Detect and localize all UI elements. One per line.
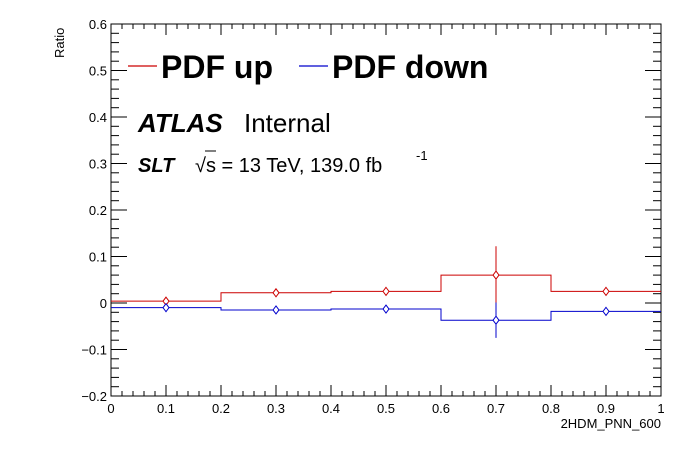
- x-tick-label: 0.1: [157, 401, 175, 416]
- series-0: [111, 246, 661, 306]
- x-tick-label: 0: [107, 401, 114, 416]
- y-axis-title: Ratio: [52, 28, 67, 58]
- data-point-marker: [602, 306, 610, 317]
- axis-ticks-layer: 0 0.1 0.2 0.3 0.4 0.5 0.6 0.7 0.8 0.9 1 −0.2 −0.1 0 0.…: [81, 17, 664, 416]
- energy-label: s = 13 TeV, 139.0 fb: [206, 155, 382, 177]
- y-tick-label: 0.3: [89, 157, 107, 172]
- x-tick-label: 0.4: [322, 401, 340, 416]
- x-tick-label: 0.7: [487, 401, 505, 416]
- x-tick-label: 1: [657, 401, 664, 416]
- internal-label: Internal: [244, 108, 331, 138]
- atlas-label-group: ATLAS Internal: [137, 108, 331, 138]
- x-tick-label: 0.8: [542, 401, 560, 416]
- data-point-marker: [162, 302, 170, 313]
- data-point-marker: [602, 286, 610, 297]
- x-tick-label: 0.2: [212, 401, 230, 416]
- x-tick-label: 0.5: [377, 401, 395, 416]
- legend-label-pdf-up: PDF up: [161, 49, 273, 85]
- channel-label: SLT: [138, 155, 176, 177]
- y-tick-label: 0.1: [89, 250, 107, 265]
- y-tick-label: −0.1: [81, 343, 107, 358]
- data-point-marker: [492, 270, 500, 280]
- data-point-marker: [492, 315, 500, 326]
- legend-label-pdf-down: PDF down: [332, 49, 488, 85]
- x-tick-label: 0.9: [597, 401, 615, 416]
- atlas-label: ATLAS: [137, 108, 223, 138]
- series-layer: [111, 246, 661, 338]
- y-tick-label: −0.2: [81, 389, 107, 404]
- data-point-marker: [272, 287, 280, 298]
- y-tick-label: 0.4: [89, 110, 107, 125]
- series-1: [111, 302, 661, 338]
- data-point-marker: [382, 304, 390, 314]
- x-tick-label: 0.6: [432, 401, 450, 416]
- y-tick-label: 0.5: [89, 64, 107, 79]
- x-tick-label: 0.3: [267, 401, 285, 416]
- sqrt-symbol: √: [195, 155, 206, 177]
- y-tick-label: 0.2: [89, 203, 107, 218]
- energy-superscript: -1: [416, 148, 428, 163]
- x-axis-title: 2HDM_PNN_600: [561, 416, 661, 431]
- legend: PDF up PDF down: [128, 49, 488, 85]
- data-point-marker: [382, 286, 390, 297]
- y-tick-label: 0: [100, 296, 107, 311]
- energy-label-group: SLT √ s = 13 TeV, 139.0 fb -1: [138, 148, 428, 177]
- data-point-marker: [272, 305, 280, 315]
- y-tick-label: 0.6: [89, 17, 107, 32]
